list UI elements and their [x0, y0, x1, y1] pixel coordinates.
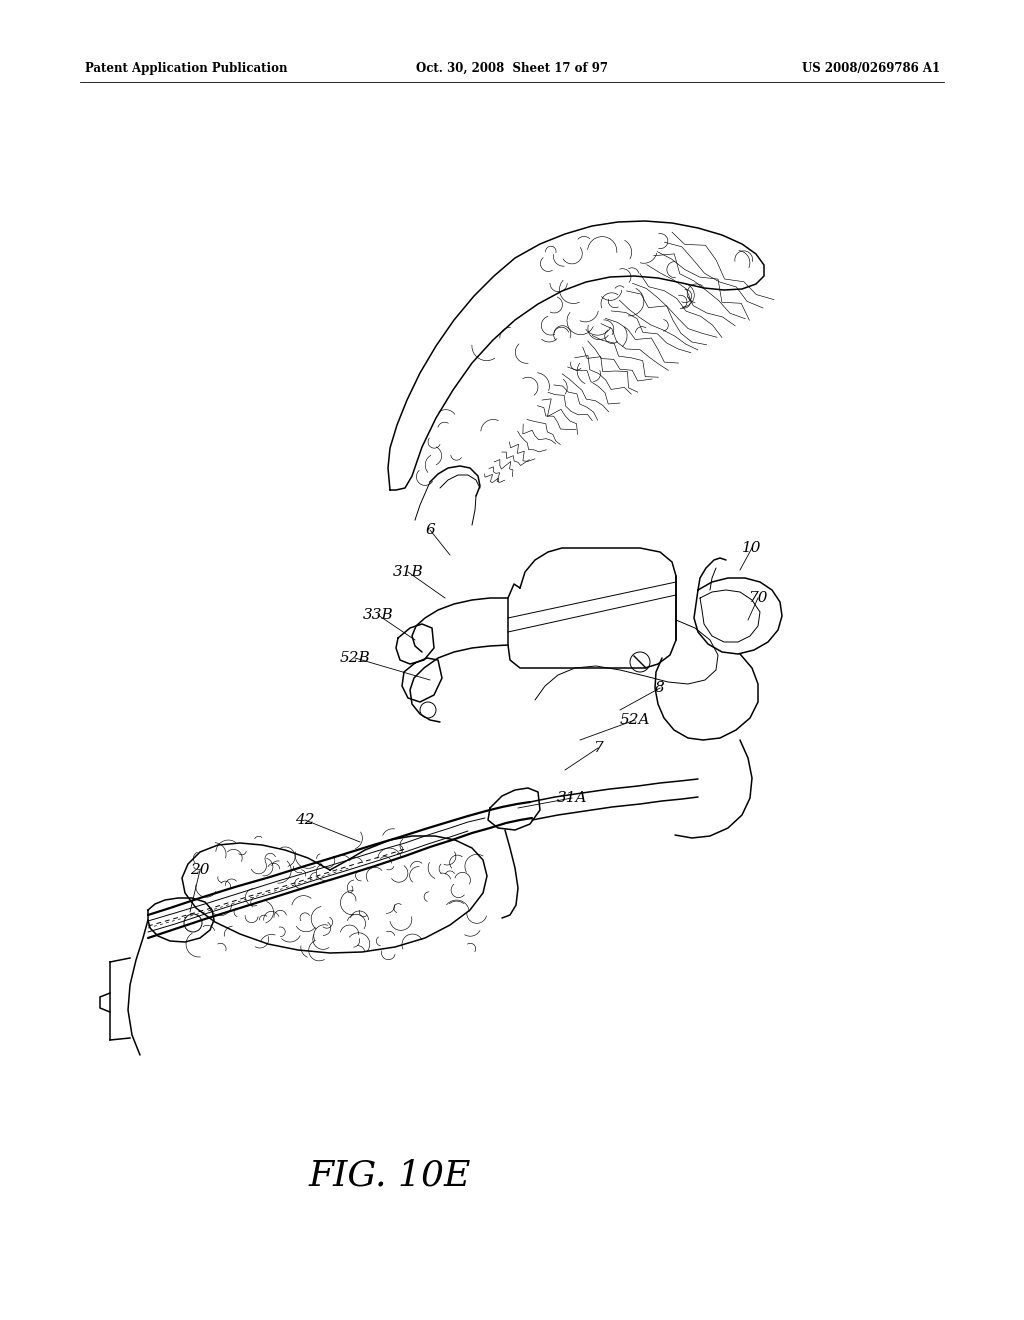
Text: 52A: 52A — [620, 713, 650, 727]
Text: 52B: 52B — [340, 651, 371, 665]
Text: 31B: 31B — [392, 565, 423, 579]
Text: 6: 6 — [425, 523, 435, 537]
Text: 42: 42 — [295, 813, 314, 828]
Text: FIG. 10E: FIG. 10E — [309, 1158, 471, 1192]
Text: 31A: 31A — [557, 791, 587, 805]
Text: 10: 10 — [742, 541, 762, 554]
Text: 7: 7 — [593, 741, 603, 755]
Text: 8: 8 — [655, 681, 665, 696]
Text: 70: 70 — [749, 591, 768, 605]
Text: US 2008/0269786 A1: US 2008/0269786 A1 — [802, 62, 940, 75]
Text: Patent Application Publication: Patent Application Publication — [85, 62, 288, 75]
Text: 33B: 33B — [362, 609, 393, 622]
Text: Oct. 30, 2008  Sheet 17 of 97: Oct. 30, 2008 Sheet 17 of 97 — [416, 62, 608, 75]
Text: 20: 20 — [190, 863, 210, 876]
